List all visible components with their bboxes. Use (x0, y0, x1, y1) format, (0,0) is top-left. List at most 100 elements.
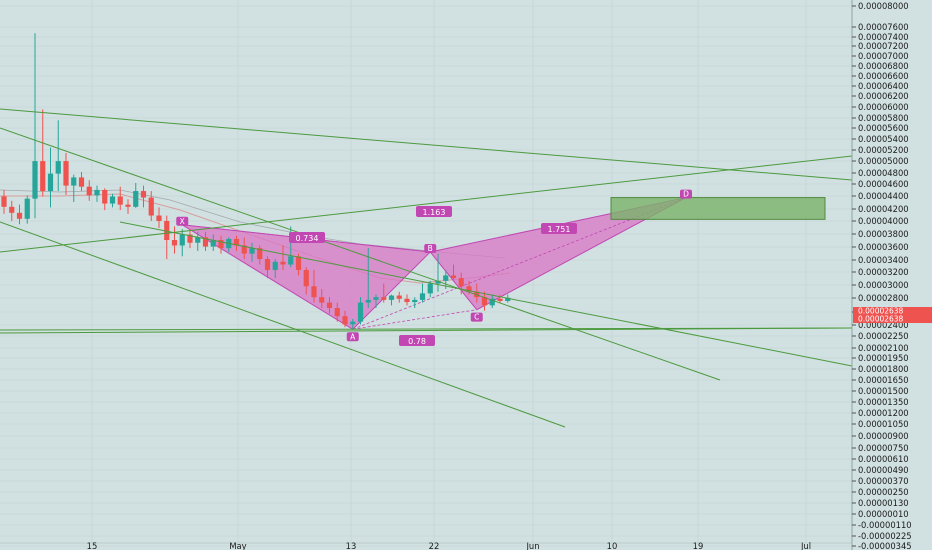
pattern-labels: X A B C D 0.734 0.78 1.751 1.163 (176, 189, 692, 346)
candle-down (40, 161, 46, 192)
price-tick-label: 0.00004000 (858, 216, 909, 226)
price-tick-label: 0.00001650 (858, 375, 909, 385)
price-tick-label: 0.00001200 (858, 408, 909, 418)
candle-up (47, 173, 54, 192)
candle-up (365, 299, 371, 303)
pattern-xb-dashed (182, 224, 431, 253)
price-tick-label: 0.00000010 (858, 509, 909, 519)
ratio-label: 0.78 (408, 337, 426, 346)
candle-down (326, 302, 333, 309)
price-tick-label: 0.00007400 (858, 32, 909, 42)
candle-down (334, 308, 340, 317)
price-tick-label: 0.00007000 (858, 51, 909, 61)
price-tick-label: 0.00002250 (858, 331, 909, 341)
price-tick-label: -0.00000225 (858, 531, 912, 541)
trendlines[interactable] (0, 108, 853, 428)
price-tick-label: 0.00005000 (858, 156, 909, 166)
point-label: D (683, 190, 689, 199)
price-tick-label: 0.00000130 (858, 498, 909, 508)
price-tick-label: 0.00006600 (858, 71, 909, 81)
price-tick-label: 0.00006400 (858, 81, 909, 91)
candle-up (109, 196, 116, 204)
ratio-label-bg (416, 206, 452, 217)
price-axis[interactable]: 0.00008000 0.000076000.000074000.00007200… (851, 0, 932, 550)
current-price-label: 0.00002638 (858, 315, 904, 324)
point-label-bg (176, 216, 189, 226)
price-tick-label: 0.00006200 (858, 91, 909, 101)
candle-down (156, 215, 162, 221)
candle-down (78, 177, 85, 187)
ratio-label: 1.751 (548, 225, 571, 234)
candle-down (396, 295, 402, 299)
price-tick-label: 0.00001500 (858, 386, 909, 396)
time-axis[interactable]: 15 May 13 22 Jun 10 19 Jul (0, 541, 852, 550)
trendline (0, 221, 566, 428)
candle-down (102, 189, 108, 204)
ratio-label-bg (399, 335, 435, 346)
price-tick-label: 0.00001350 (858, 397, 909, 407)
candle-up (24, 198, 30, 219)
price-tick-label: 0.00004800 (858, 168, 909, 178)
candle-down (86, 186, 92, 196)
trendline (0, 127, 721, 381)
point-label: C (474, 313, 479, 322)
candle-up (288, 256, 294, 265)
candle-up (272, 261, 278, 270)
price-tick-label: 0.00003600 (858, 242, 909, 252)
candle-down (233, 238, 240, 246)
point-label: X (180, 217, 185, 226)
price-tick-label: 0.00005600 (858, 123, 909, 133)
candle-up (412, 299, 418, 303)
candle-down (295, 256, 302, 270)
time-tick-label: 10 (607, 541, 618, 550)
price-tick-label: 0.00000370 (858, 476, 909, 486)
price-tick-label: 0.00004400 (858, 191, 909, 201)
time-tick-label: 13 (346, 541, 357, 550)
ratio-label: 1.163 (423, 208, 446, 217)
price-tick-label: 0.00003800 (858, 229, 909, 239)
candle-down (280, 261, 286, 265)
candle-down (218, 240, 224, 249)
price-tick-label: -0.00000110 (858, 520, 912, 530)
candle-up (249, 248, 255, 254)
candle-up (443, 275, 449, 281)
price-tick-label: 0.00006000 (858, 102, 909, 112)
price-tick-label: 0.00002100 (858, 343, 909, 353)
candle-down (342, 316, 348, 325)
candle-up (357, 302, 364, 322)
candle-down (9, 206, 15, 213)
candle-up (350, 321, 356, 325)
price-tick-label: 0.00001050 (858, 419, 909, 429)
price-tick-label: 0.00002800 (858, 293, 909, 303)
target-zone[interactable] (610, 197, 826, 220)
candle-down (202, 237, 209, 247)
candle-down (458, 278, 464, 287)
candle-down (241, 245, 247, 254)
time-tick-label: Jul (800, 541, 811, 550)
price-tick-label: 0.00000490 (858, 465, 909, 475)
time-tick-label: Jun (525, 541, 539, 550)
price-tick-label: 0.00000750 (858, 443, 909, 453)
candle-down (125, 204, 131, 207)
candle-down (187, 234, 193, 243)
price-tick-label: 0.00004600 (858, 179, 909, 189)
price-tick-label: 0.00007600 (858, 22, 909, 32)
candle-up (133, 191, 139, 207)
price-tick-label: 0.00005400 (858, 134, 909, 144)
candle-down (466, 286, 472, 292)
price-tick-label: 0.00003400 (858, 255, 909, 265)
candle-up (94, 189, 100, 196)
price-tick-label: 0.00001950 (858, 353, 909, 363)
point-label: B (428, 244, 433, 253)
candle-down (164, 220, 170, 241)
candle-up (388, 295, 395, 300)
time-tick-label: 19 (693, 541, 704, 550)
candle-up (55, 161, 61, 174)
current-price-tag (853, 307, 932, 315)
candle-up (71, 177, 77, 186)
price-tick-label: 0.00000610 (858, 454, 909, 464)
candle-down (319, 297, 325, 303)
candle-down (481, 297, 488, 306)
